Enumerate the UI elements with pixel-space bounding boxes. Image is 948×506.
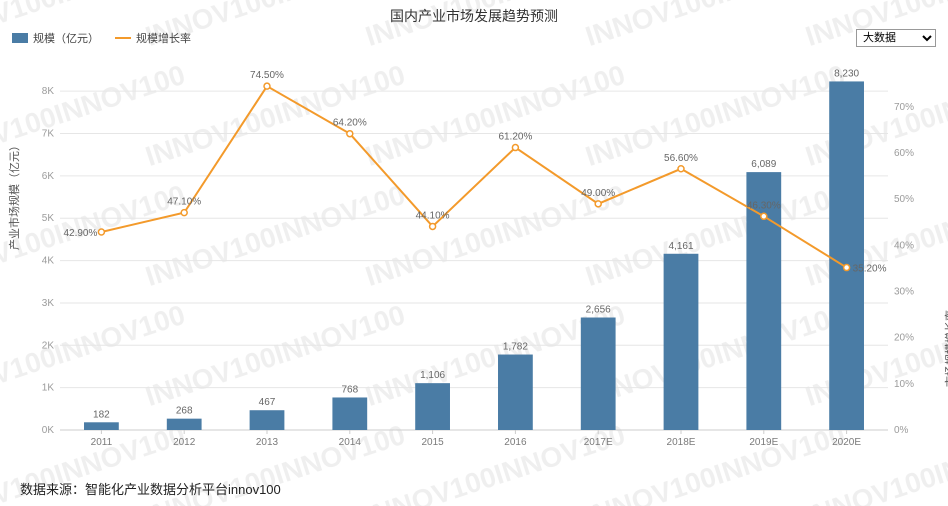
svg-text:2020E: 2020E <box>832 437 861 448</box>
series-select[interactable]: 大数据 <box>856 29 936 47</box>
data-source: 数据来源：智能化产业数据分析平台innov100 <box>20 479 281 498</box>
legend-item-line: 规模增长率 <box>115 30 191 46</box>
svg-text:70%: 70% <box>894 102 914 113</box>
svg-text:44.10%: 44.10% <box>416 210 450 221</box>
svg-text:0K: 0K <box>42 425 55 436</box>
svg-text:0%: 0% <box>894 425 909 436</box>
combo-chart: 0K 1K 2K 3K 4K 5K 6K 7K 8K 0% 10% 20% 30% 40% 50% 60% 70… <box>0 50 948 470</box>
svg-text:1K: 1K <box>42 383 55 394</box>
svg-text:20%: 20% <box>894 333 914 344</box>
svg-text:1,782: 1,782 <box>503 342 528 353</box>
legend-item-bar: 规模（亿元） <box>12 30 99 46</box>
svg-text:2,656: 2,656 <box>586 305 611 316</box>
svg-text:2017E: 2017E <box>584 437 613 448</box>
legend-swatch-line <box>115 37 131 39</box>
svg-text:2018E: 2018E <box>667 437 696 448</box>
y1-axis-label: 产业市场规模（亿元） <box>6 140 22 250</box>
series-selector[interactable]: 大数据 <box>856 28 936 47</box>
svg-text:50%: 50% <box>894 194 914 205</box>
svg-text:2012: 2012 <box>173 437 196 448</box>
legend: 规模（亿元） 规模增长率 <box>12 30 191 46</box>
svg-text:768: 768 <box>341 384 358 395</box>
svg-text:2K: 2K <box>42 340 55 351</box>
svg-text:2015: 2015 <box>421 437 444 448</box>
chart-title: 国内产业市场发展趋势预测 <box>0 0 948 26</box>
svg-text:4,161: 4,161 <box>668 241 693 252</box>
svg-text:2011: 2011 <box>91 437 113 448</box>
svg-text:46.30%: 46.30% <box>747 200 781 211</box>
svg-text:56.60%: 56.60% <box>664 153 698 164</box>
svg-text:2013: 2013 <box>256 437 279 448</box>
svg-text:2014: 2014 <box>339 437 362 448</box>
svg-text:74.50%: 74.50% <box>250 70 284 81</box>
svg-text:42.90%: 42.90% <box>63 228 97 239</box>
svg-text:30%: 30% <box>894 287 914 298</box>
svg-text:8,230: 8,230 <box>834 68 859 79</box>
svg-text:61.20%: 61.20% <box>498 132 532 143</box>
svg-text:467: 467 <box>259 397 276 408</box>
svg-text:268: 268 <box>176 406 193 417</box>
svg-text:6,089: 6,089 <box>751 159 776 170</box>
y2-axis-label: 市场规模增长率 <box>942 310 948 387</box>
svg-text:7K: 7K <box>42 129 55 140</box>
legend-line-label: 规模增长率 <box>136 30 191 46</box>
svg-text:47.10%: 47.10% <box>167 197 201 208</box>
svg-text:8K: 8K <box>42 86 55 97</box>
svg-text:40%: 40% <box>894 240 914 251</box>
svg-text:2016: 2016 <box>504 437 527 448</box>
svg-text:60%: 60% <box>894 148 914 159</box>
svg-text:10%: 10% <box>894 379 914 390</box>
svg-text:5K: 5K <box>42 213 55 224</box>
svg-text:2019E: 2019E <box>749 437 778 448</box>
svg-text:49.00%: 49.00% <box>581 188 615 199</box>
legend-bar-label: 规模（亿元） <box>33 30 99 46</box>
svg-text:4K: 4K <box>42 256 55 267</box>
svg-text:3K: 3K <box>42 298 55 309</box>
svg-text:6K: 6K <box>42 171 55 182</box>
svg-text:182: 182 <box>93 409 110 420</box>
svg-text:35.20%: 35.20% <box>853 264 887 275</box>
svg-text:1,106: 1,106 <box>420 370 445 381</box>
svg-text:64.20%: 64.20% <box>333 118 367 129</box>
legend-swatch-bar <box>12 33 28 43</box>
